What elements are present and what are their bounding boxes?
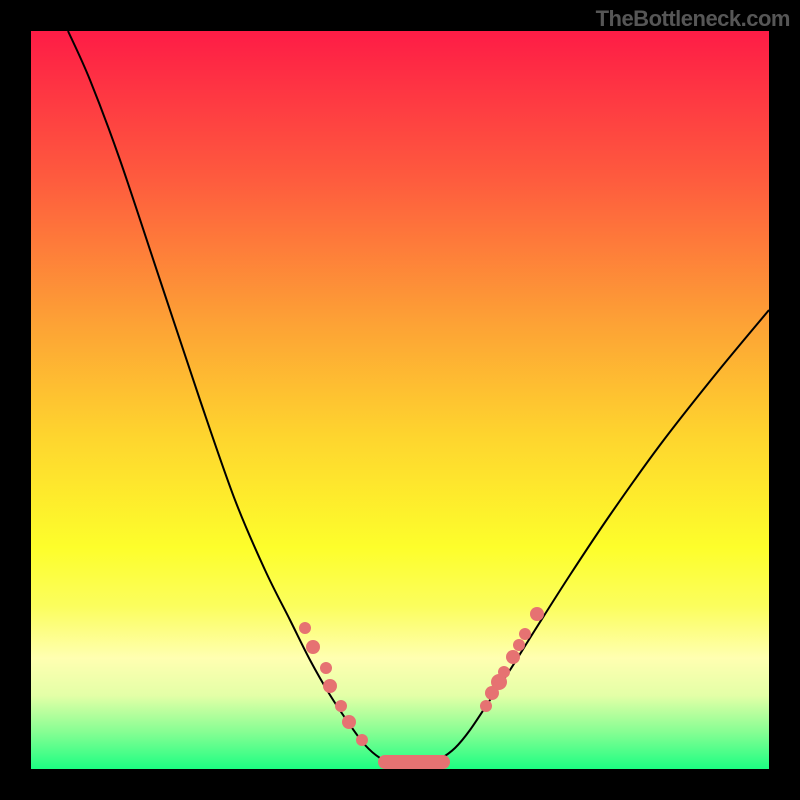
data-marker xyxy=(513,639,525,651)
data-marker xyxy=(530,607,544,621)
data-marker xyxy=(356,734,368,746)
data-marker xyxy=(299,622,311,634)
plot-area xyxy=(31,31,769,769)
data-marker xyxy=(498,666,510,678)
bottleneck-chart: TheBottleneck.com xyxy=(0,0,800,800)
data-marker xyxy=(323,679,337,693)
data-marker xyxy=(335,700,347,712)
data-marker xyxy=(306,640,320,654)
watermark-text: TheBottleneck.com xyxy=(596,6,790,32)
data-marker xyxy=(342,715,356,729)
chart-svg xyxy=(0,0,800,800)
data-marker xyxy=(519,628,531,640)
bottom-marker-pill xyxy=(378,755,450,769)
data-marker xyxy=(506,650,520,664)
data-marker xyxy=(320,662,332,674)
data-marker xyxy=(480,700,492,712)
